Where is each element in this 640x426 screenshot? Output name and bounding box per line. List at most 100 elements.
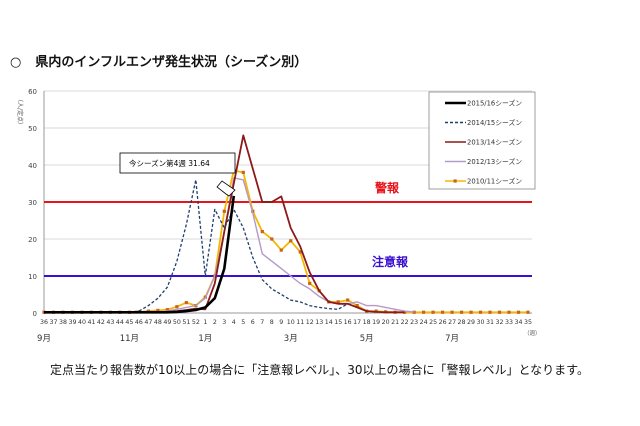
x-tick-label: 31 [486, 319, 494, 326]
series-marker [516, 310, 521, 314]
series-marker [440, 310, 445, 314]
series-marker [478, 310, 483, 314]
x-tick-label: 26 [439, 319, 447, 326]
x-tick-label: 15 [334, 319, 342, 326]
x-tick-label: 36 [40, 319, 48, 326]
x-tick-label: 46 [135, 319, 143, 326]
series-marker [184, 301, 188, 305]
x-tick-label: 27 [448, 319, 456, 326]
x-tick-label: 42 [97, 319, 105, 326]
series-marker [260, 230, 264, 234]
x-tick-label: 6 [251, 319, 255, 326]
x-tick-label: 20 [382, 319, 390, 326]
x-tick-label: 16 [344, 319, 352, 326]
series-marker [450, 310, 454, 314]
legend-label: 2012/13シーズン [467, 157, 522, 166]
x-tick-label: 32 [496, 319, 504, 326]
title-text: 県内のインフルエンザ発生状況（シーズン別） [35, 55, 308, 70]
y-axis-label: （人/定点） [16, 96, 24, 128]
x-tick-label: 40 [78, 319, 86, 326]
x-tick-label: 17 [353, 319, 361, 326]
x-tick-label: 9 [279, 319, 283, 326]
series-marker [336, 300, 340, 304]
y-tick-label: 10 [28, 273, 37, 281]
series-marker [469, 310, 473, 314]
x-tick-label: 49 [163, 319, 171, 326]
legend-label: 2015/16シーズン [467, 99, 522, 108]
y-tick-label: 30 [28, 199, 37, 207]
month-label: 9月 [37, 334, 51, 344]
x-tick-label: 18 [363, 319, 371, 326]
series-marker [298, 250, 302, 254]
x-tick-label: 28 [458, 319, 466, 326]
x-tick-label: 12 [306, 319, 314, 326]
series-line [44, 177, 415, 313]
threshold-label: 注意報 [372, 254, 409, 269]
series-marker [422, 310, 426, 314]
series-marker [488, 310, 492, 314]
series-marker [497, 310, 502, 314]
x-tick-label: 5 [241, 319, 245, 326]
series-line [44, 179, 349, 313]
x-tick-label: 24 [420, 319, 428, 326]
series-marker [165, 308, 169, 312]
x-tick-label: 33 [505, 319, 513, 326]
legend-label: 2014/15シーズン [467, 118, 522, 127]
series-marker [459, 310, 464, 314]
x-tick-label: 39 [68, 319, 76, 326]
series-marker [355, 304, 359, 308]
x-tick-label: 22 [401, 319, 409, 326]
series-marker [279, 248, 283, 252]
series-marker [289, 239, 293, 243]
x-tick-label: 48 [154, 319, 162, 326]
x-tick-label: 19 [372, 319, 380, 326]
x-tick-label: 44 [116, 319, 124, 326]
legend-label: 2013/14シーズン [467, 138, 522, 147]
y-tick-label: 40 [28, 162, 37, 170]
x-tick-label: 47 [144, 319, 152, 326]
x-tick-label: 50 [173, 319, 181, 326]
x-tick-label: 13 [315, 319, 323, 326]
x-tick-label: 21 [391, 319, 399, 326]
x-tick-label: 51 [182, 319, 190, 326]
threshold-note: 定点当たり報告数が10以上の場合に「注意報レベル」、30以上の場合に「警報レベル… [50, 363, 589, 377]
x-tick-label: 30 [477, 319, 485, 326]
series-marker [175, 305, 179, 309]
threshold-label: 警報 [374, 180, 400, 195]
series-marker [241, 170, 245, 174]
bullet-circle: ○ [10, 55, 22, 70]
y-tick-label: 20 [28, 236, 37, 244]
annotation-text: 今シーズン第4週 31.64 [129, 158, 210, 168]
series-marker [270, 237, 274, 241]
x-tick-label: 11 [296, 319, 304, 326]
legend-box [428, 91, 536, 190]
x-tick-label: 8 [270, 319, 274, 326]
y-tick-label: 60 [28, 88, 37, 96]
annotation-arrow-icon [216, 180, 236, 197]
y-tick-label: 50 [28, 125, 37, 133]
series-line [44, 169, 528, 314]
series-marker [403, 310, 407, 314]
x-tick-label: 43 [106, 319, 114, 326]
x-tick-label: 35 [524, 319, 532, 326]
series-marker [222, 209, 226, 213]
series-marker [156, 308, 160, 313]
y-tick-label: 0 [33, 310, 37, 318]
series-marker [308, 281, 312, 285]
x-tick-label: 1 [203, 319, 207, 326]
x-tick-label: 2 [213, 319, 217, 326]
section-title: ○ 県内のインフルエンザ発生状況（シーズン別） [10, 51, 307, 70]
month-label: 11月 [120, 334, 139, 344]
x-tick-label: 41 [87, 319, 95, 326]
series-line [44, 195, 236, 314]
x-axis-unit: （週） [524, 329, 541, 337]
x-tick-label: 52 [192, 319, 200, 326]
x-tick-label: 38 [59, 319, 67, 326]
x-tick-label: 45 [125, 319, 133, 326]
annotation-box [119, 152, 236, 174]
x-tick-label: 23 [410, 319, 418, 326]
legend-marker [453, 179, 457, 183]
legend-label: 2010/11シーズン [467, 177, 522, 186]
x-tick-label: 4 [232, 319, 236, 326]
series-marker [507, 310, 511, 314]
